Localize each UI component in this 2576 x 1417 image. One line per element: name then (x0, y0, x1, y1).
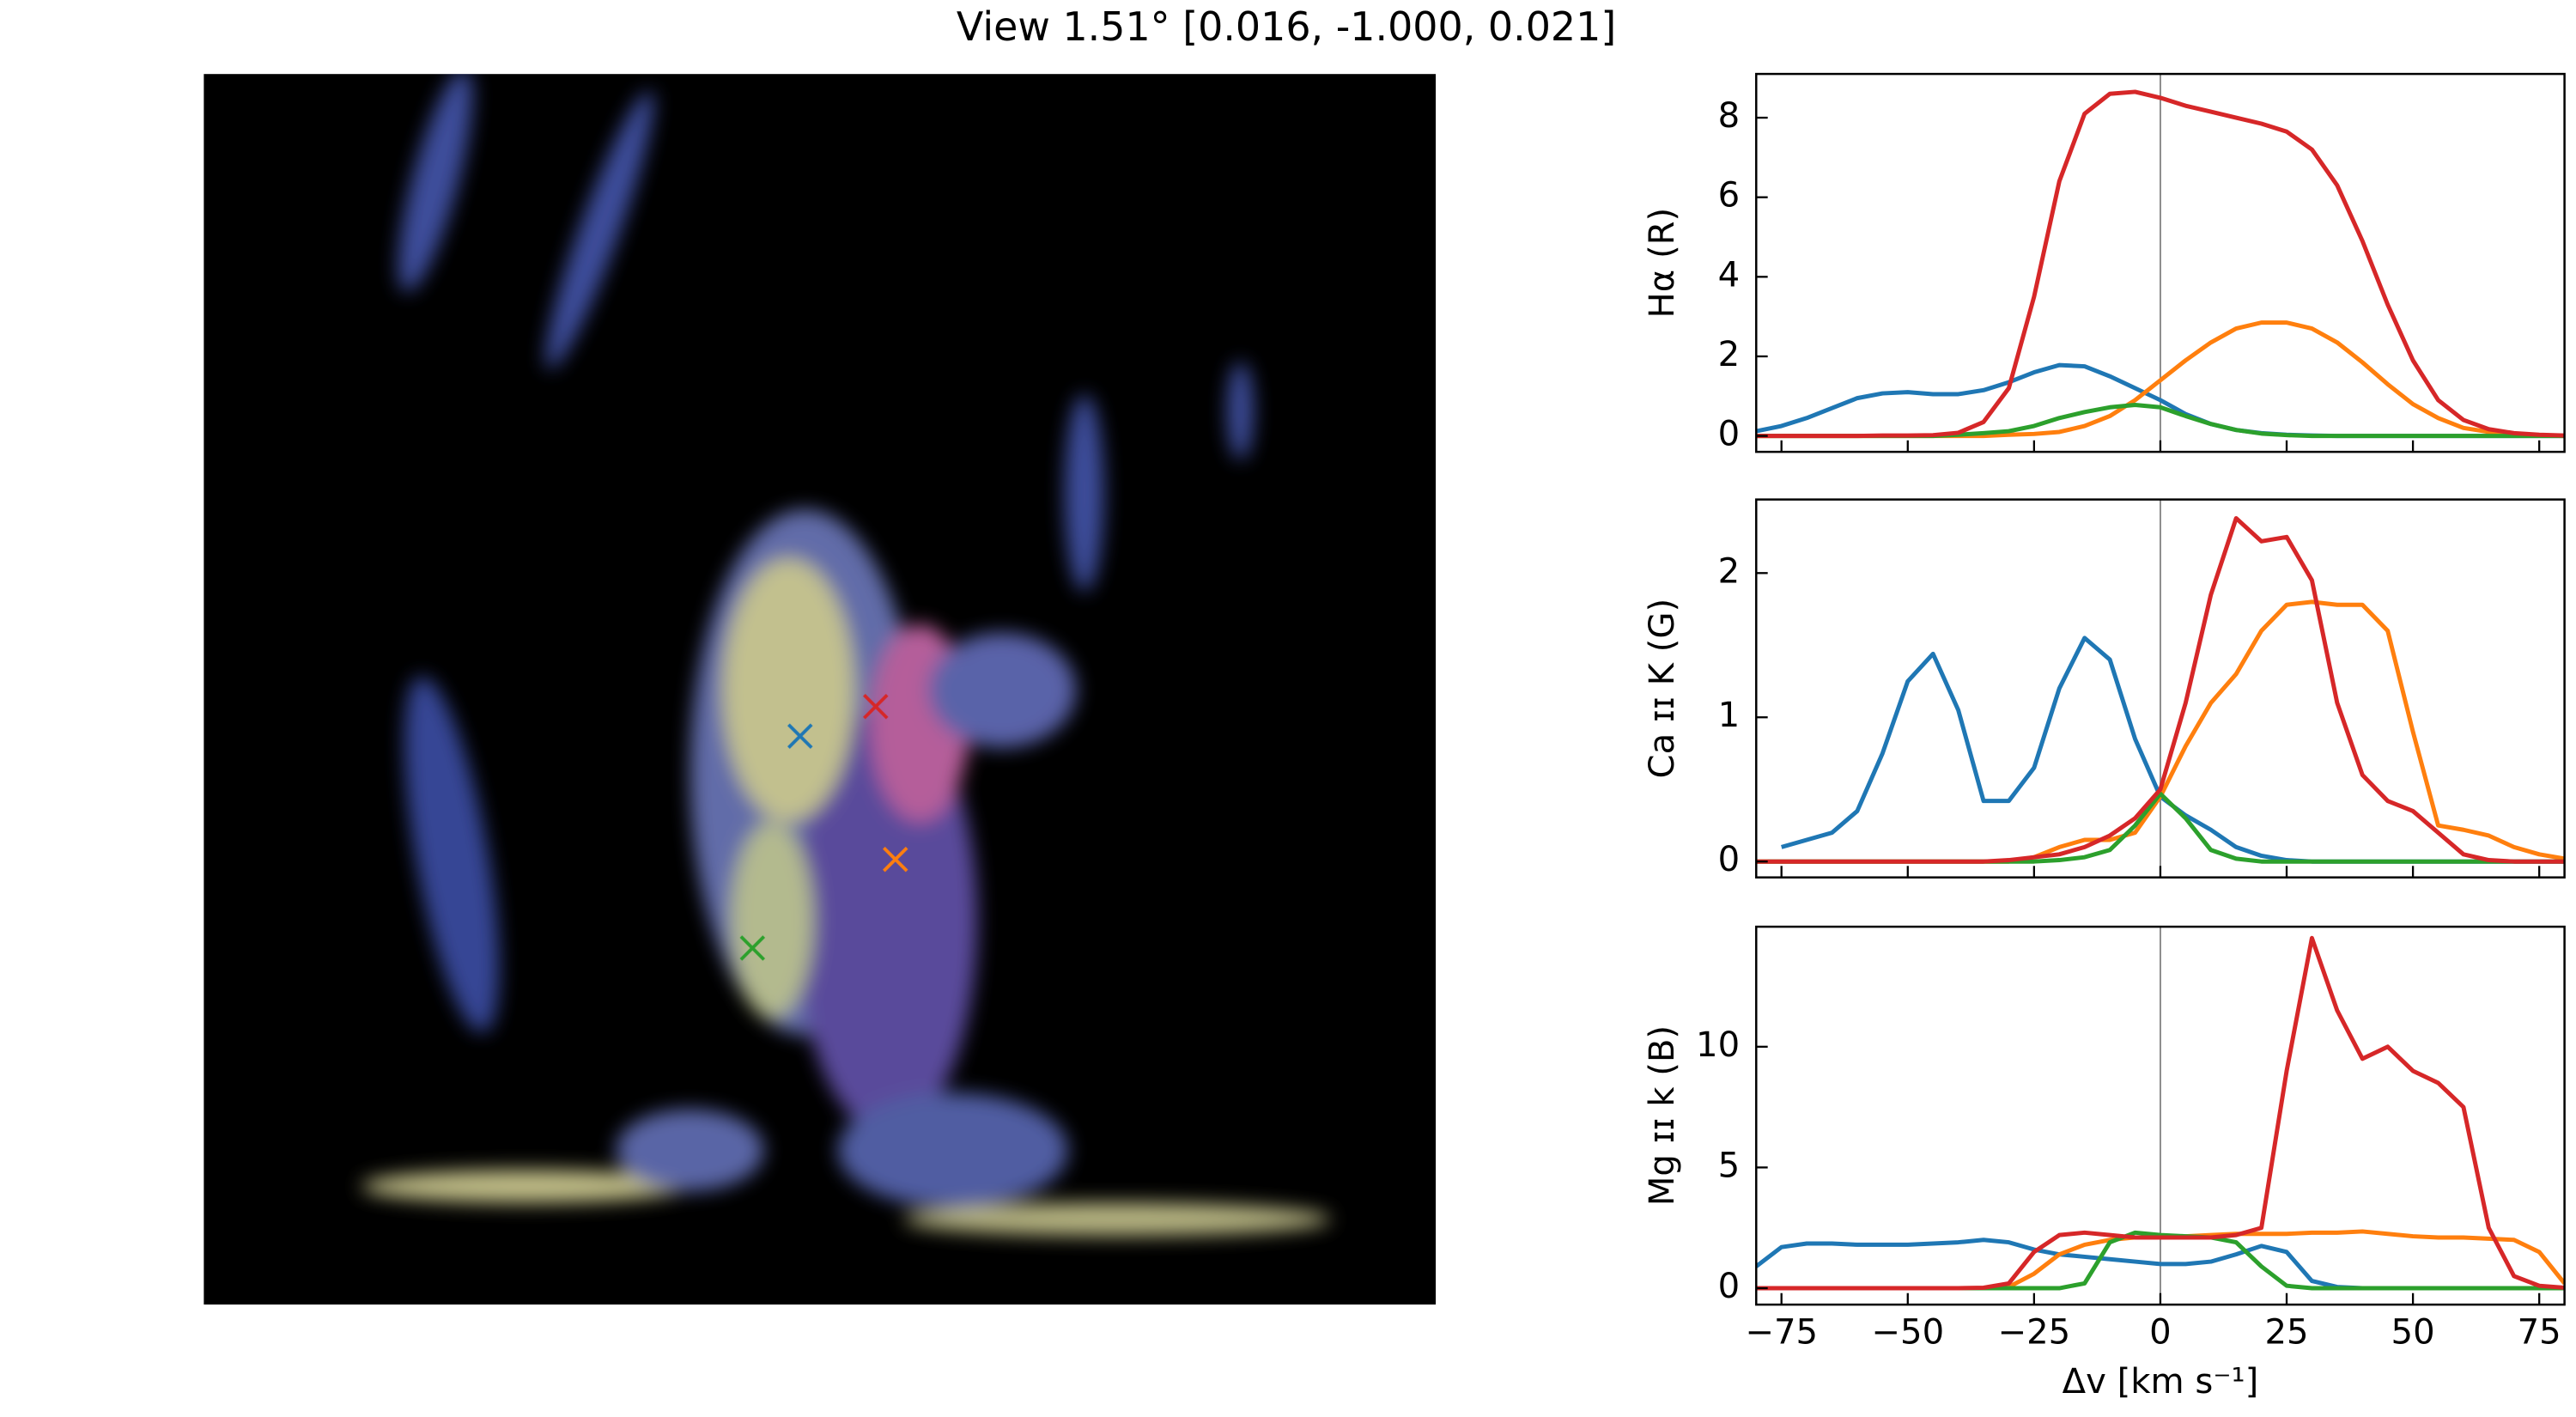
y-tick-label: 6 (1718, 176, 1741, 216)
series-line (1756, 935, 2565, 1291)
series-line (1756, 515, 2565, 864)
x-tick-label: 25 (2264, 1313, 2308, 1353)
x-tick-label: −50 (1871, 1313, 1944, 1353)
y-axis-label: Ca ɪɪ K (G) (1643, 599, 1682, 779)
volume-render (204, 74, 1437, 1305)
y-axis-label: Hα (R) (1643, 208, 1682, 319)
y-tick-label: 5 (1718, 1146, 1741, 1185)
figure-title: View 1.51° [0.016, -1.000, 0.021] (957, 3, 1616, 50)
y-tick-label: 2 (1718, 551, 1741, 591)
y-tick-label: 8 (1718, 96, 1741, 136)
x-tick-label: 75 (2518, 1313, 2561, 1353)
x-tick-label: −25 (1997, 1313, 2070, 1353)
series-line (1756, 89, 2565, 439)
y-tick-label: 10 (1696, 1025, 1740, 1065)
y-tick-label: 2 (1718, 335, 1741, 374)
axes: 0 1 2 Ca ɪɪ K (G) (1643, 498, 2566, 879)
y-tick-label: 4 (1718, 255, 1741, 295)
y-tick-label: 0 (1718, 840, 1741, 879)
axes: 0 5 10 −75 −50 −25 0 25 50 75 Mg ɪɪ k (B) Δv [km s⁻… (1643, 925, 2566, 1402)
x-tick-label: 50 (2391, 1313, 2435, 1353)
y-axis-label: Mg ɪɪ k (B) (1643, 1025, 1682, 1206)
y-tick-label: 0 (1718, 415, 1741, 454)
axes: 0 2 4 6 8 Hα (R) (1643, 72, 2566, 454)
x-tick-label: −75 (1745, 1313, 1818, 1353)
y-tick-label: 1 (1718, 696, 1741, 735)
x-tick-label: 0 (2149, 1313, 2172, 1353)
y-tick-label: 0 (1718, 1267, 1741, 1306)
x-axis-label: Δv [km s⁻¹] (2063, 1362, 2259, 1402)
